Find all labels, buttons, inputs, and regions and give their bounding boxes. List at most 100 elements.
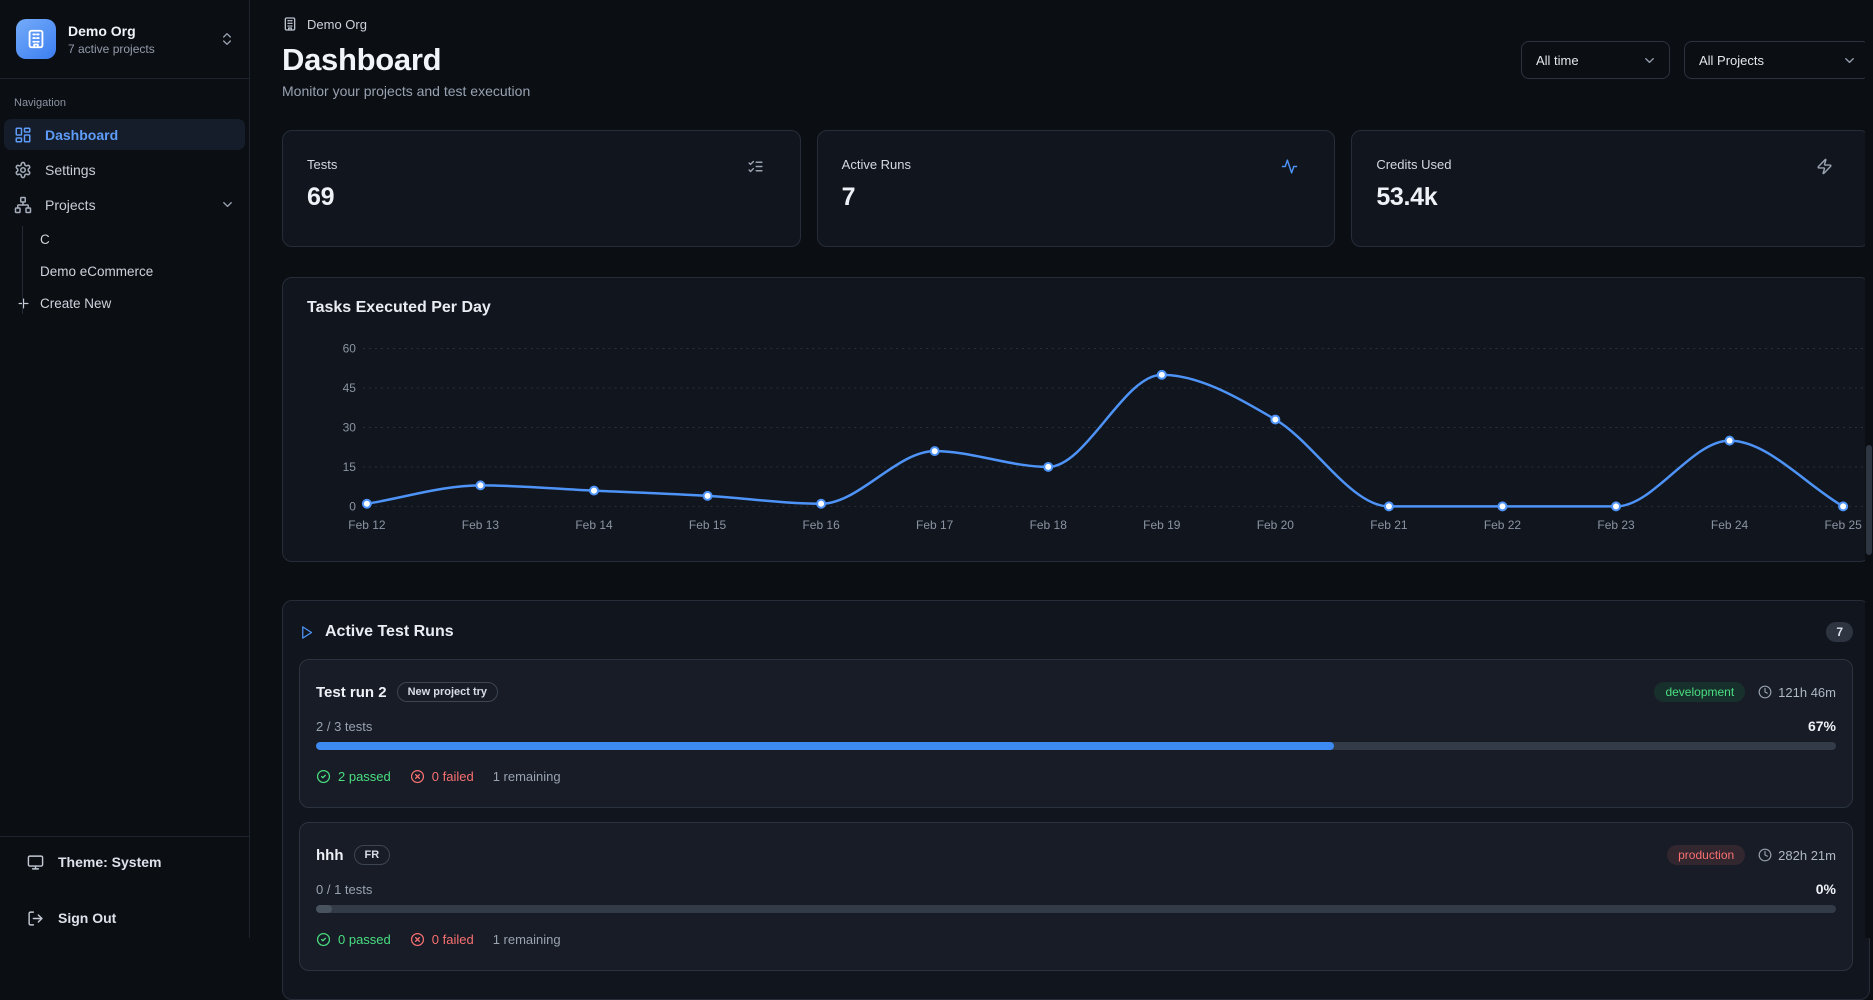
org-avatar [16,19,56,59]
run-percent: 67% [1807,718,1836,734]
svg-text:15: 15 [343,460,357,474]
zap-icon [1816,158,1833,175]
list-checks-icon [747,158,764,175]
run-progress-bar [316,905,1836,913]
sidebar-item-settings[interactable]: Settings [4,154,245,185]
sidebar-item-label: Projects [45,196,96,213]
test-run-item[interactable]: hhh FR production 282h 21m 0 / 1 tests [299,822,1853,971]
svg-text:Feb 14: Feb 14 [575,518,613,532]
projects-sub-list: C Demo eCommerce Create New [4,224,245,318]
environment-badge: production [1667,845,1746,865]
svg-text:Feb 22: Feb 22 [1484,518,1522,532]
sign-out-label: Sign Out [58,910,117,926]
svg-text:Feb 20: Feb 20 [1257,518,1295,532]
scrollbar-thumb[interactable] [1866,445,1872,555]
run-duration: 121h 46m [1758,685,1836,700]
sidebar-item-dashboard[interactable]: Dashboard [4,119,245,150]
svg-text:Feb 25: Feb 25 [1824,518,1862,532]
activity-icon [1281,158,1298,175]
org-name: Demo Org [68,22,136,39]
run-project-tag: FR [353,845,391,865]
run-percent: 0% [1815,881,1836,897]
check-circle-icon [316,932,331,947]
svg-text:Feb 16: Feb 16 [802,518,840,532]
stat-label: Active Runs [841,157,912,172]
runs-count-badge: 7 [1826,622,1853,642]
project-select-value: All Projects [1699,52,1765,68]
test-run-item[interactable]: Test run 2 New project try development 1… [299,659,1853,808]
run-failed: 0 failed [410,932,474,947]
svg-text:45: 45 [343,381,357,395]
chart-title: Tasks Executed Per Day [307,299,491,316]
stats-row: Tests 69 Active Runs 7 Credits Used 53.4… [282,130,1870,247]
run-tests-count: 0 / 1 tests [316,881,373,897]
theme-label: Theme: System [58,854,162,870]
network-icon [14,196,32,214]
play-icon [299,625,314,640]
svg-text:Feb 13: Feb 13 [462,518,500,532]
run-duration-value: 282h 21m [1778,847,1836,863]
page-title: Dashboard [282,42,442,77]
run-tests-count: 2 / 3 tests [316,718,373,734]
building-icon [282,16,298,32]
project-item-label: C [40,231,50,247]
tasks-chart-card: Tasks Executed Per Day 0 15 30 45 60 Feb 12 Fe… [282,277,1870,562]
svg-text:Feb 15: Feb 15 [689,518,727,532]
environment-badge: development [1654,682,1746,702]
project-item-c[interactable]: C [4,224,245,254]
sidebar-nav: Navigation Dashboard Settings Projects [0,79,249,318]
building-icon [25,28,47,50]
run-project-tag: New project try [396,682,499,702]
active-test-runs-header[interactable]: Active Test Runs 7 [299,621,1853,643]
time-range-value: All time [1536,52,1579,68]
run-duration: 282h 21m [1758,848,1836,863]
sign-out-button[interactable]: Sign Out [27,908,233,928]
run-name: Test run 2 [316,683,387,701]
clock-icon [1758,848,1772,862]
active-test-runs-section: Active Test Runs 7 Test run 2 New projec… [282,600,1870,1000]
progress-cap [316,905,332,913]
monitor-icon [27,854,44,871]
gear-icon [14,161,32,179]
svg-text:Feb 18: Feb 18 [1030,518,1068,532]
page-subtitle: Monitor your projects and test execution [282,83,531,99]
create-new-label: Create New [40,295,112,311]
tree-guide-line [22,226,23,314]
svg-text:60: 60 [343,342,357,356]
stat-value: 53.4k [1376,183,1438,211]
create-new-project-button[interactable]: Create New [4,288,245,318]
org-subtitle: 7 active projects [68,41,155,56]
chevron-down-icon [220,197,235,212]
sidebar-footer: Theme: System Sign Out [0,836,249,928]
svg-text:30: 30 [343,420,357,434]
main-content: Demo Org Dashboard Monitor your projects… [250,0,1873,1000]
check-circle-icon [316,769,331,784]
stat-label: Tests [307,157,338,172]
sidebar: Demo Org 7 active projects Navigation Da… [0,0,250,938]
time-range-select[interactable]: All time [1521,41,1670,79]
x-circle-icon [410,932,425,947]
clock-icon [1758,685,1772,699]
project-item-demo-ecommerce[interactable]: Demo eCommerce [4,256,245,286]
stat-value: 7 [841,183,856,211]
progress-fill [316,742,1335,750]
svg-text:Feb 19: Feb 19 [1143,518,1181,532]
breadcrumb: Demo Org [282,15,1873,33]
plus-icon [16,296,31,311]
org-switcher[interactable]: Demo Org 7 active projects [0,0,249,79]
svg-text:Feb 17: Feb 17 [916,518,954,532]
run-remaining: 1 remaining [492,931,561,947]
stat-value: 69 [307,183,335,211]
run-name: hhh [316,846,344,864]
breadcrumb-org-label: Demo Org [307,16,367,32]
run-passed: 0 passed [316,932,391,947]
sidebar-item-projects[interactable]: Projects [4,189,245,220]
project-select[interactable]: All Projects [1684,41,1870,79]
theme-toggle[interactable]: Theme: System [27,852,233,872]
sidebar-item-label: Settings [45,161,96,178]
svg-text:Feb 23: Feb 23 [1597,518,1635,532]
run-passed: 2 passed [316,769,391,784]
nav-section-label: Navigation [14,97,66,109]
svg-text:Feb 12: Feb 12 [348,518,386,532]
vertical-scrollbar [1865,0,1873,938]
